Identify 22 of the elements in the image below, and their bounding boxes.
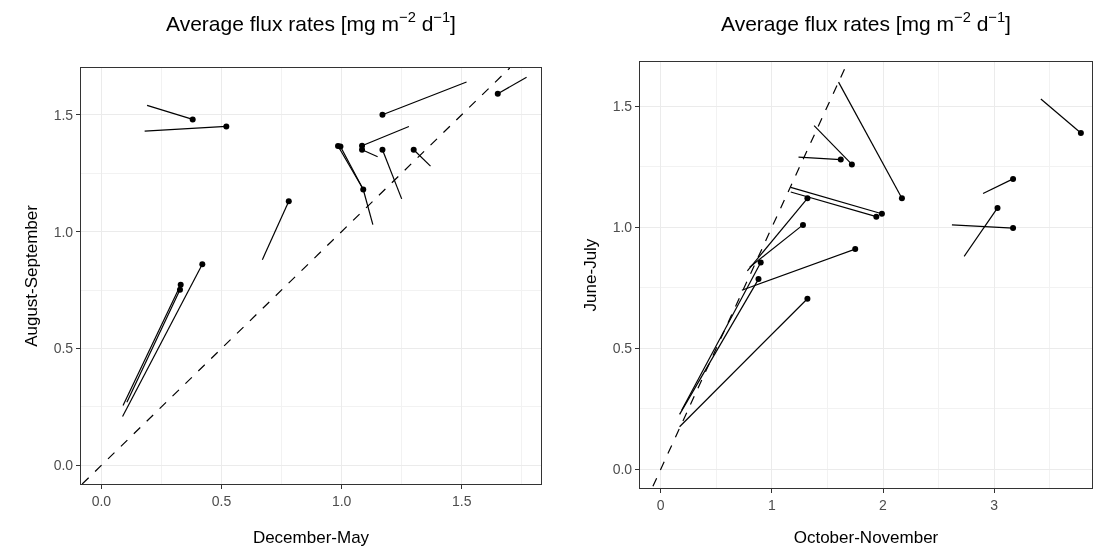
x-tick-label: 0.5: [211, 492, 232, 509]
x-tick-label: 3: [990, 496, 999, 513]
y-tick-label: 0.0: [53, 457, 74, 474]
x-tick-label: 0.0: [91, 492, 112, 509]
y-tick-label: 1.0: [612, 219, 633, 236]
x-axis-title: October-November: [793, 528, 939, 547]
chart-title: Average flux rates [mg m$^{−2}$ d$^{−1}$]: [721, 9, 1011, 36]
y-tick-label: 0.5: [612, 340, 633, 357]
y-tick-label: 0.0: [612, 461, 633, 478]
chart-title: Average flux rates [mg m$^{−2}$ d$^{−1}$]: [166, 9, 456, 36]
x-tick-label: 2: [879, 496, 888, 513]
y-tick-label: 0.5: [53, 340, 74, 357]
x-tick-label: 0: [656, 496, 665, 513]
y-axis-title: August-September: [21, 204, 41, 347]
x-axis-title: December-May: [252, 528, 370, 547]
x-tick-label: 1.0: [331, 492, 352, 509]
x-tick-label: 1: [767, 496, 776, 513]
y-tick-label: 1.5: [612, 98, 633, 115]
y-axis-title: June-July: [580, 238, 600, 312]
y-tick-label: 1.5: [53, 106, 74, 123]
x-tick-label: 1.5: [452, 492, 472, 509]
y-tick-label: 1.0: [53, 223, 74, 240]
